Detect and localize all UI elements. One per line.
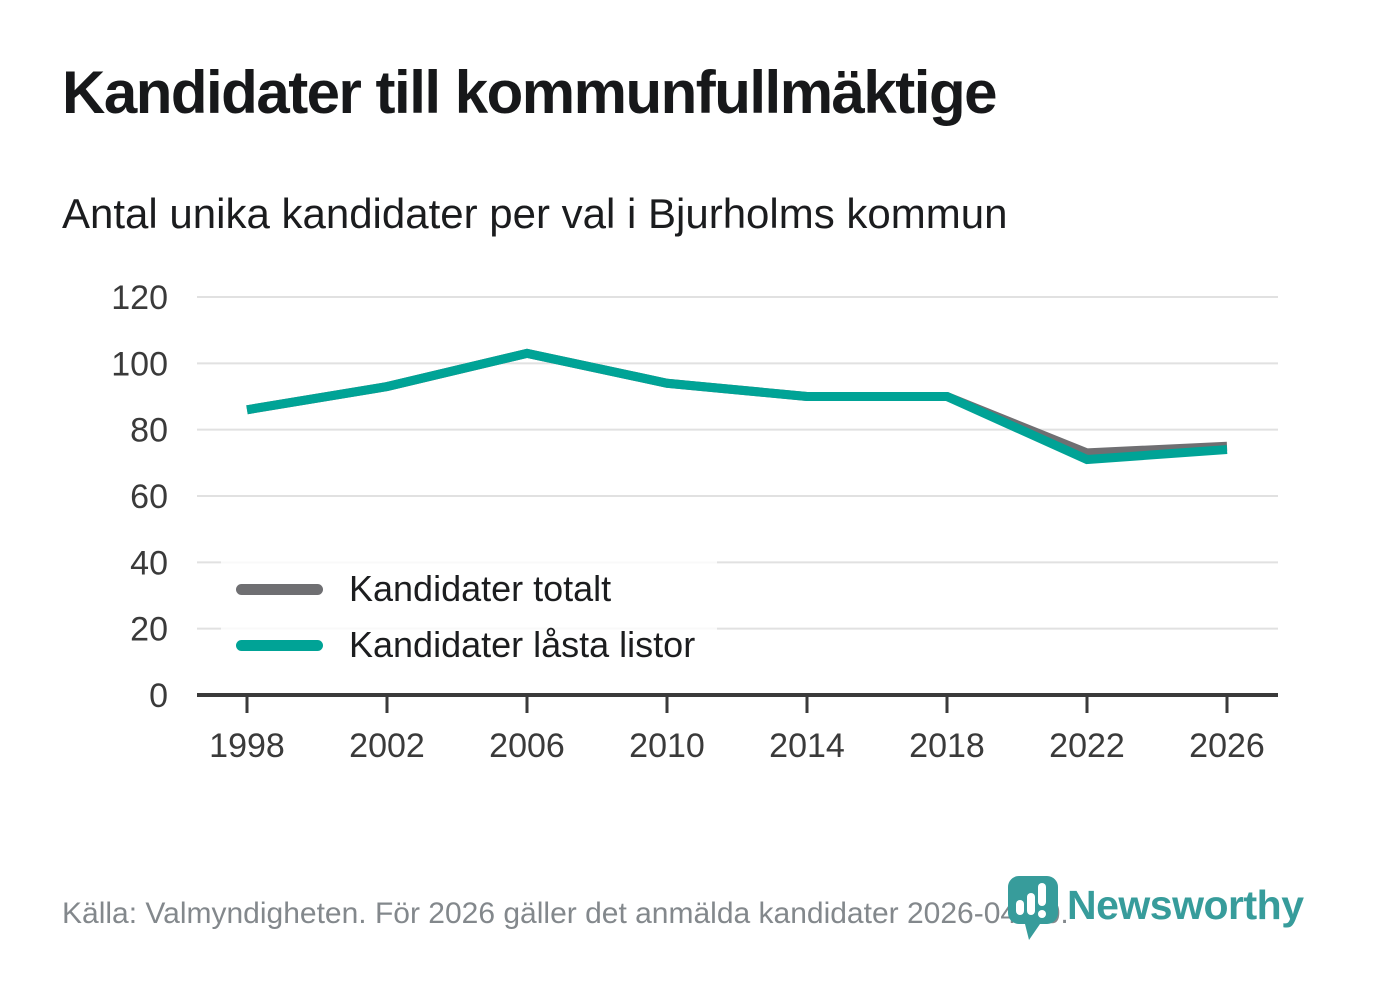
logo-exclamation-dot xyxy=(1038,910,1046,918)
series-line xyxy=(246,348,1228,458)
page-title: Kandidater till kommunfullmäktige xyxy=(62,59,997,126)
x-tick-label: 2010 xyxy=(629,727,705,765)
chart-legend: Kandidater totalt Kandidater låsta listo… xyxy=(221,551,718,685)
y-tick-label: 0 xyxy=(149,677,168,715)
y-tick-label: 20 xyxy=(130,611,168,649)
newsworthy-logo: Newsworthy xyxy=(1006,874,1304,942)
x-tick-label: 2014 xyxy=(769,727,845,765)
x-tick-label: 2018 xyxy=(909,727,985,765)
source-note: Källa: Valmyndigheten. För 2026 gäller d… xyxy=(62,897,1069,930)
x-tick-label: 2006 xyxy=(489,727,565,765)
newsworthy-logo-icon xyxy=(1008,876,1058,940)
y-tick-label: 100 xyxy=(111,345,168,383)
legend-item-lasta-listor: Kandidater låsta listor xyxy=(236,619,695,671)
page-subtitle: Antal unika kandidater per val i Bjurhol… xyxy=(62,190,1008,237)
legend-swatch-totalt xyxy=(236,583,323,595)
x-tick-label: 2002 xyxy=(349,727,425,765)
legend-label-totalt: Kandidater totalt xyxy=(349,568,612,609)
series-line xyxy=(246,348,1228,465)
x-tick-label: 2022 xyxy=(1049,727,1125,765)
y-tick-label: 40 xyxy=(130,544,168,582)
legend-swatch-lasta-listor xyxy=(236,639,323,651)
logo-exclamation-bar xyxy=(1038,883,1046,906)
logo-bar-short xyxy=(1016,900,1024,915)
legend-item-totalt: Kandidater totalt xyxy=(236,563,695,615)
legend-label-lasta-listor: Kandidater låsta listor xyxy=(349,624,696,665)
x-tick-label: 1998 xyxy=(209,727,285,765)
y-tick-label: 80 xyxy=(130,412,168,450)
y-tick-label: 60 xyxy=(130,478,168,516)
logo-bar-tall xyxy=(1027,893,1035,915)
newsworthy-wordmark: Newsworthy xyxy=(1067,882,1304,928)
x-tick-label: 2026 xyxy=(1189,727,1265,765)
y-tick-label: 120 xyxy=(111,279,168,317)
